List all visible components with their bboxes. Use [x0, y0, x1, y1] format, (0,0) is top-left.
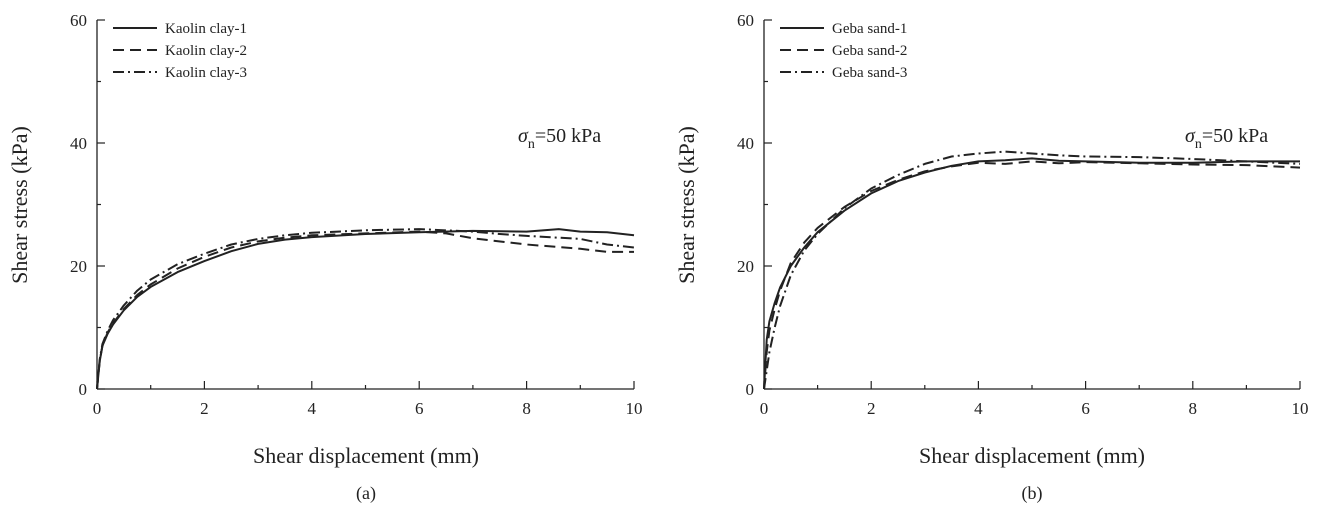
panel-b-plot-area: 0 2 4 6 8 10 0 20 40 60 [737, 11, 1309, 418]
panel-a-x-tick-label: 6 [415, 399, 424, 418]
panel-b-legend-label-1: Geba sand-1 [832, 21, 907, 37]
panel-b-caption: (b) [1022, 483, 1043, 504]
panel-b-annotation: σn=50 kPa [1185, 125, 1268, 152]
panel-b-legend-label-3: Geba sand-3 [832, 65, 907, 81]
panel-a-annotation: σn=50 kPa [518, 125, 601, 152]
panel-a-x-tick-label: 8 [522, 399, 531, 418]
panel-a-y-tick-label: 20 [70, 257, 87, 276]
panel-b-x-tick-label: 4 [974, 399, 983, 418]
panel-b-x-axis-title: Shear displacement (mm) [919, 443, 1145, 468]
panel-b-annotation-text: =50 kPa [1202, 125, 1268, 147]
panel-a-x-tick-label: 10 [626, 399, 643, 418]
panel-a-caption: (a) [356, 483, 376, 504]
panel-b-legend-label-2: Geba sand-2 [832, 43, 907, 59]
panel-a-legend-label-1: Kaolin clay-1 [165, 21, 247, 37]
panel-a-legend-label-2: Kaolin clay-2 [165, 43, 247, 59]
panel-a-y-axis-title: Shear stress (kPa) [7, 126, 32, 284]
panel-b-series-3-line [763, 150, 1301, 390]
panel-a-series-2-line [96, 230, 634, 390]
panel-a-x-tick-label: 4 [308, 399, 317, 418]
panel-b-y-ticks: 0 20 40 60 [737, 11, 772, 399]
panel-a-y-tick-label: 0 [79, 380, 88, 399]
panel-b-y-tick-label: 20 [737, 257, 754, 276]
panel-a-y-tick-label: 40 [70, 134, 87, 153]
panel-b-x-tick-label: 2 [867, 399, 876, 418]
panel-a-y-ticks: 0 20 40 60 [70, 11, 105, 399]
panel-b-series-2-line [763, 160, 1301, 390]
panel-a-x-tick-label: 0 [93, 399, 102, 418]
panel-a-x-axis-title: Shear displacement (mm) [253, 443, 479, 468]
panel-a-plot-area: 0 2 4 6 8 10 0 20 40 60 [70, 11, 643, 418]
panel-b-x-tick-label: 0 [760, 399, 769, 418]
panel-b-x-ticks: 0 2 4 6 8 10 [760, 381, 1309, 418]
panel-b-annotation-subscript: n [1195, 137, 1202, 152]
panel-b-series-1-line [763, 157, 1300, 390]
panel-b-legend: Geba sand-1 Geba sand-2 Geba sand-3 [780, 21, 907, 81]
panel-a-series [96, 228, 635, 390]
panel-b-y-axis-title: Shear stress (kPa) [674, 126, 699, 284]
panel-a-x-ticks: 0 2 4 6 8 10 [93, 381, 643, 418]
panel-a-annotation-symbol: σ [518, 125, 529, 147]
panel-b-y-tick-label: 0 [746, 380, 755, 399]
panel-a-series-1-line [96, 228, 635, 390]
panel-a-annotation-text: =50 kPa [535, 125, 601, 147]
panel-b-x-tick-label: 10 [1292, 399, 1309, 418]
panel-a-x-tick-label: 2 [200, 399, 209, 418]
panel-b-annotation-symbol: σ [1185, 125, 1196, 147]
panel-a-legend-label-3: Kaolin clay-3 [165, 65, 247, 81]
panel-a-annotation-subscript: n [528, 137, 535, 152]
panel-b-series [763, 150, 1301, 390]
panel-a-legend: Kaolin clay-1 Kaolin clay-2 Kaolin clay-3 [113, 21, 247, 81]
panel-b-y-tick-label: 40 [737, 134, 754, 153]
panel-b-y-tick-label: 60 [737, 11, 754, 30]
panel-a-y-tick-label: 60 [70, 11, 87, 30]
panel-b-x-tick-label: 6 [1081, 399, 1090, 418]
panel-b-x-tick-label: 8 [1189, 399, 1198, 418]
panel-a-series-3-line [96, 228, 635, 390]
